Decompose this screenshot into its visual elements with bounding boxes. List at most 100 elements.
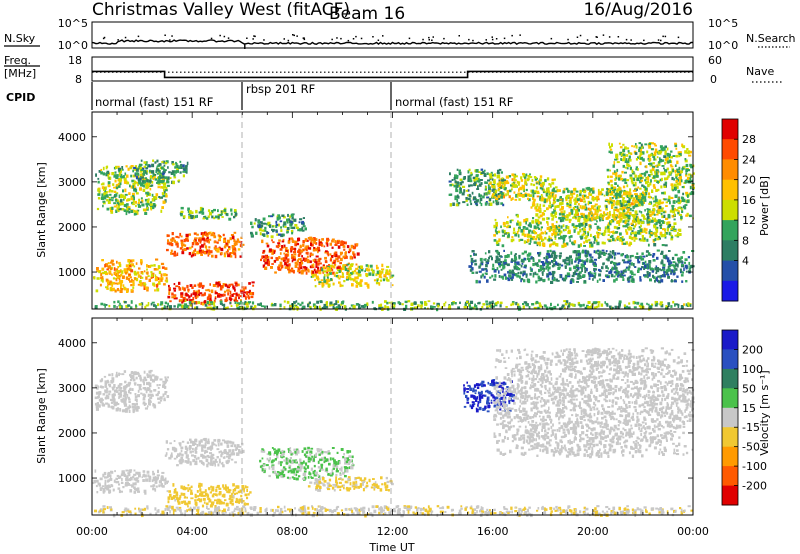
echo-cell [486,172,489,175]
echo-cell [250,231,253,235]
nsearch-point [586,39,589,41]
echo-cell [656,180,659,183]
echo-cell [491,257,493,261]
echo-cell [302,229,305,232]
echo-cell [123,177,127,181]
echo-cell [160,274,163,279]
echo-cell [232,287,236,290]
echo-cell [323,280,327,283]
echo-cell [558,224,561,227]
echo-cell [642,215,646,218]
echo-cell [156,284,159,288]
echo-cell [420,304,423,307]
nsearch-point [223,35,226,38]
echo-cell [601,241,605,245]
echo-cell [671,187,674,191]
echo-cell [674,169,677,173]
echo-cell [116,184,118,187]
echo-cell [118,261,121,265]
echo-cell [218,235,221,239]
echo-cell [486,305,489,308]
echo-cell [120,193,123,197]
echo-cell [664,271,666,274]
echo-cell [623,200,627,204]
echo-cell [598,232,601,235]
echo-cell [117,205,120,209]
echo-cell [540,226,543,229]
echo-cell [189,284,193,287]
nsearch-point [491,38,494,41]
echo-cell [596,235,599,239]
echo-cell [634,181,637,185]
echo-cell [507,235,510,238]
echo-cell [622,278,625,281]
echo-cell [533,241,537,244]
echo-cell [684,150,687,154]
echo-cell [334,264,336,267]
echo-cell [128,273,131,276]
echo-cell [681,210,684,213]
echo-cell [648,146,652,149]
echo-cell [676,185,679,189]
echo-cell [572,303,575,307]
echo-cell [533,225,537,229]
echo-cell [562,240,565,244]
echo-cell [500,225,502,229]
echo-cell [683,198,686,203]
echo-cell [270,256,273,260]
echo-cell [588,212,591,215]
echo-cell [541,187,544,191]
echo-cell [575,210,577,213]
echo-cell [178,281,181,285]
echo-cell [381,263,384,268]
echo-cell [164,162,168,165]
echo-cell [386,306,390,309]
echo-cell [238,296,240,300]
echo-cell [318,271,322,275]
echo-cell [150,302,153,306]
echo-cell [660,250,664,254]
echo-cell [207,239,209,242]
echo-cell [166,242,170,245]
echo-cell [160,273,163,277]
echo-cell [506,190,510,193]
echo-cell [592,236,595,239]
echo-cell [596,209,599,213]
echo-cell [553,178,556,181]
echo-cell [188,213,190,216]
echo-cell [614,305,618,309]
echo-cell [566,225,570,230]
echo-cell [521,252,525,255]
echo-cell [646,221,650,224]
echo-cell [229,237,232,241]
echo-cell [686,199,690,204]
echo-cell [652,175,656,179]
echo-cell [656,256,659,260]
echo-cell [605,193,608,196]
echo-cell [647,143,651,147]
echo-cell [657,275,661,278]
echo-cell [667,257,670,261]
echo-cell [536,203,539,207]
echo-cell [370,268,373,272]
echo-cell [152,173,155,177]
echo-cell [635,213,639,216]
echo-cell [279,220,283,223]
echo-cell [288,237,291,241]
echo-cell [547,222,549,226]
echo-cell [473,183,476,187]
echo-cell [330,267,332,270]
echo-cell [200,210,203,214]
echo-cell [657,219,661,222]
echo-cell [125,174,129,178]
echo-cell [115,209,118,213]
echo-cell [213,208,216,212]
nsearch-point [595,36,597,38]
echo-cell [113,190,117,193]
echo-cell [117,165,120,168]
echo-cell [160,176,164,179]
echo-cell [315,255,319,258]
freq-frame [91,56,694,82]
echo-cell [640,303,643,306]
echo-cell [211,210,214,214]
